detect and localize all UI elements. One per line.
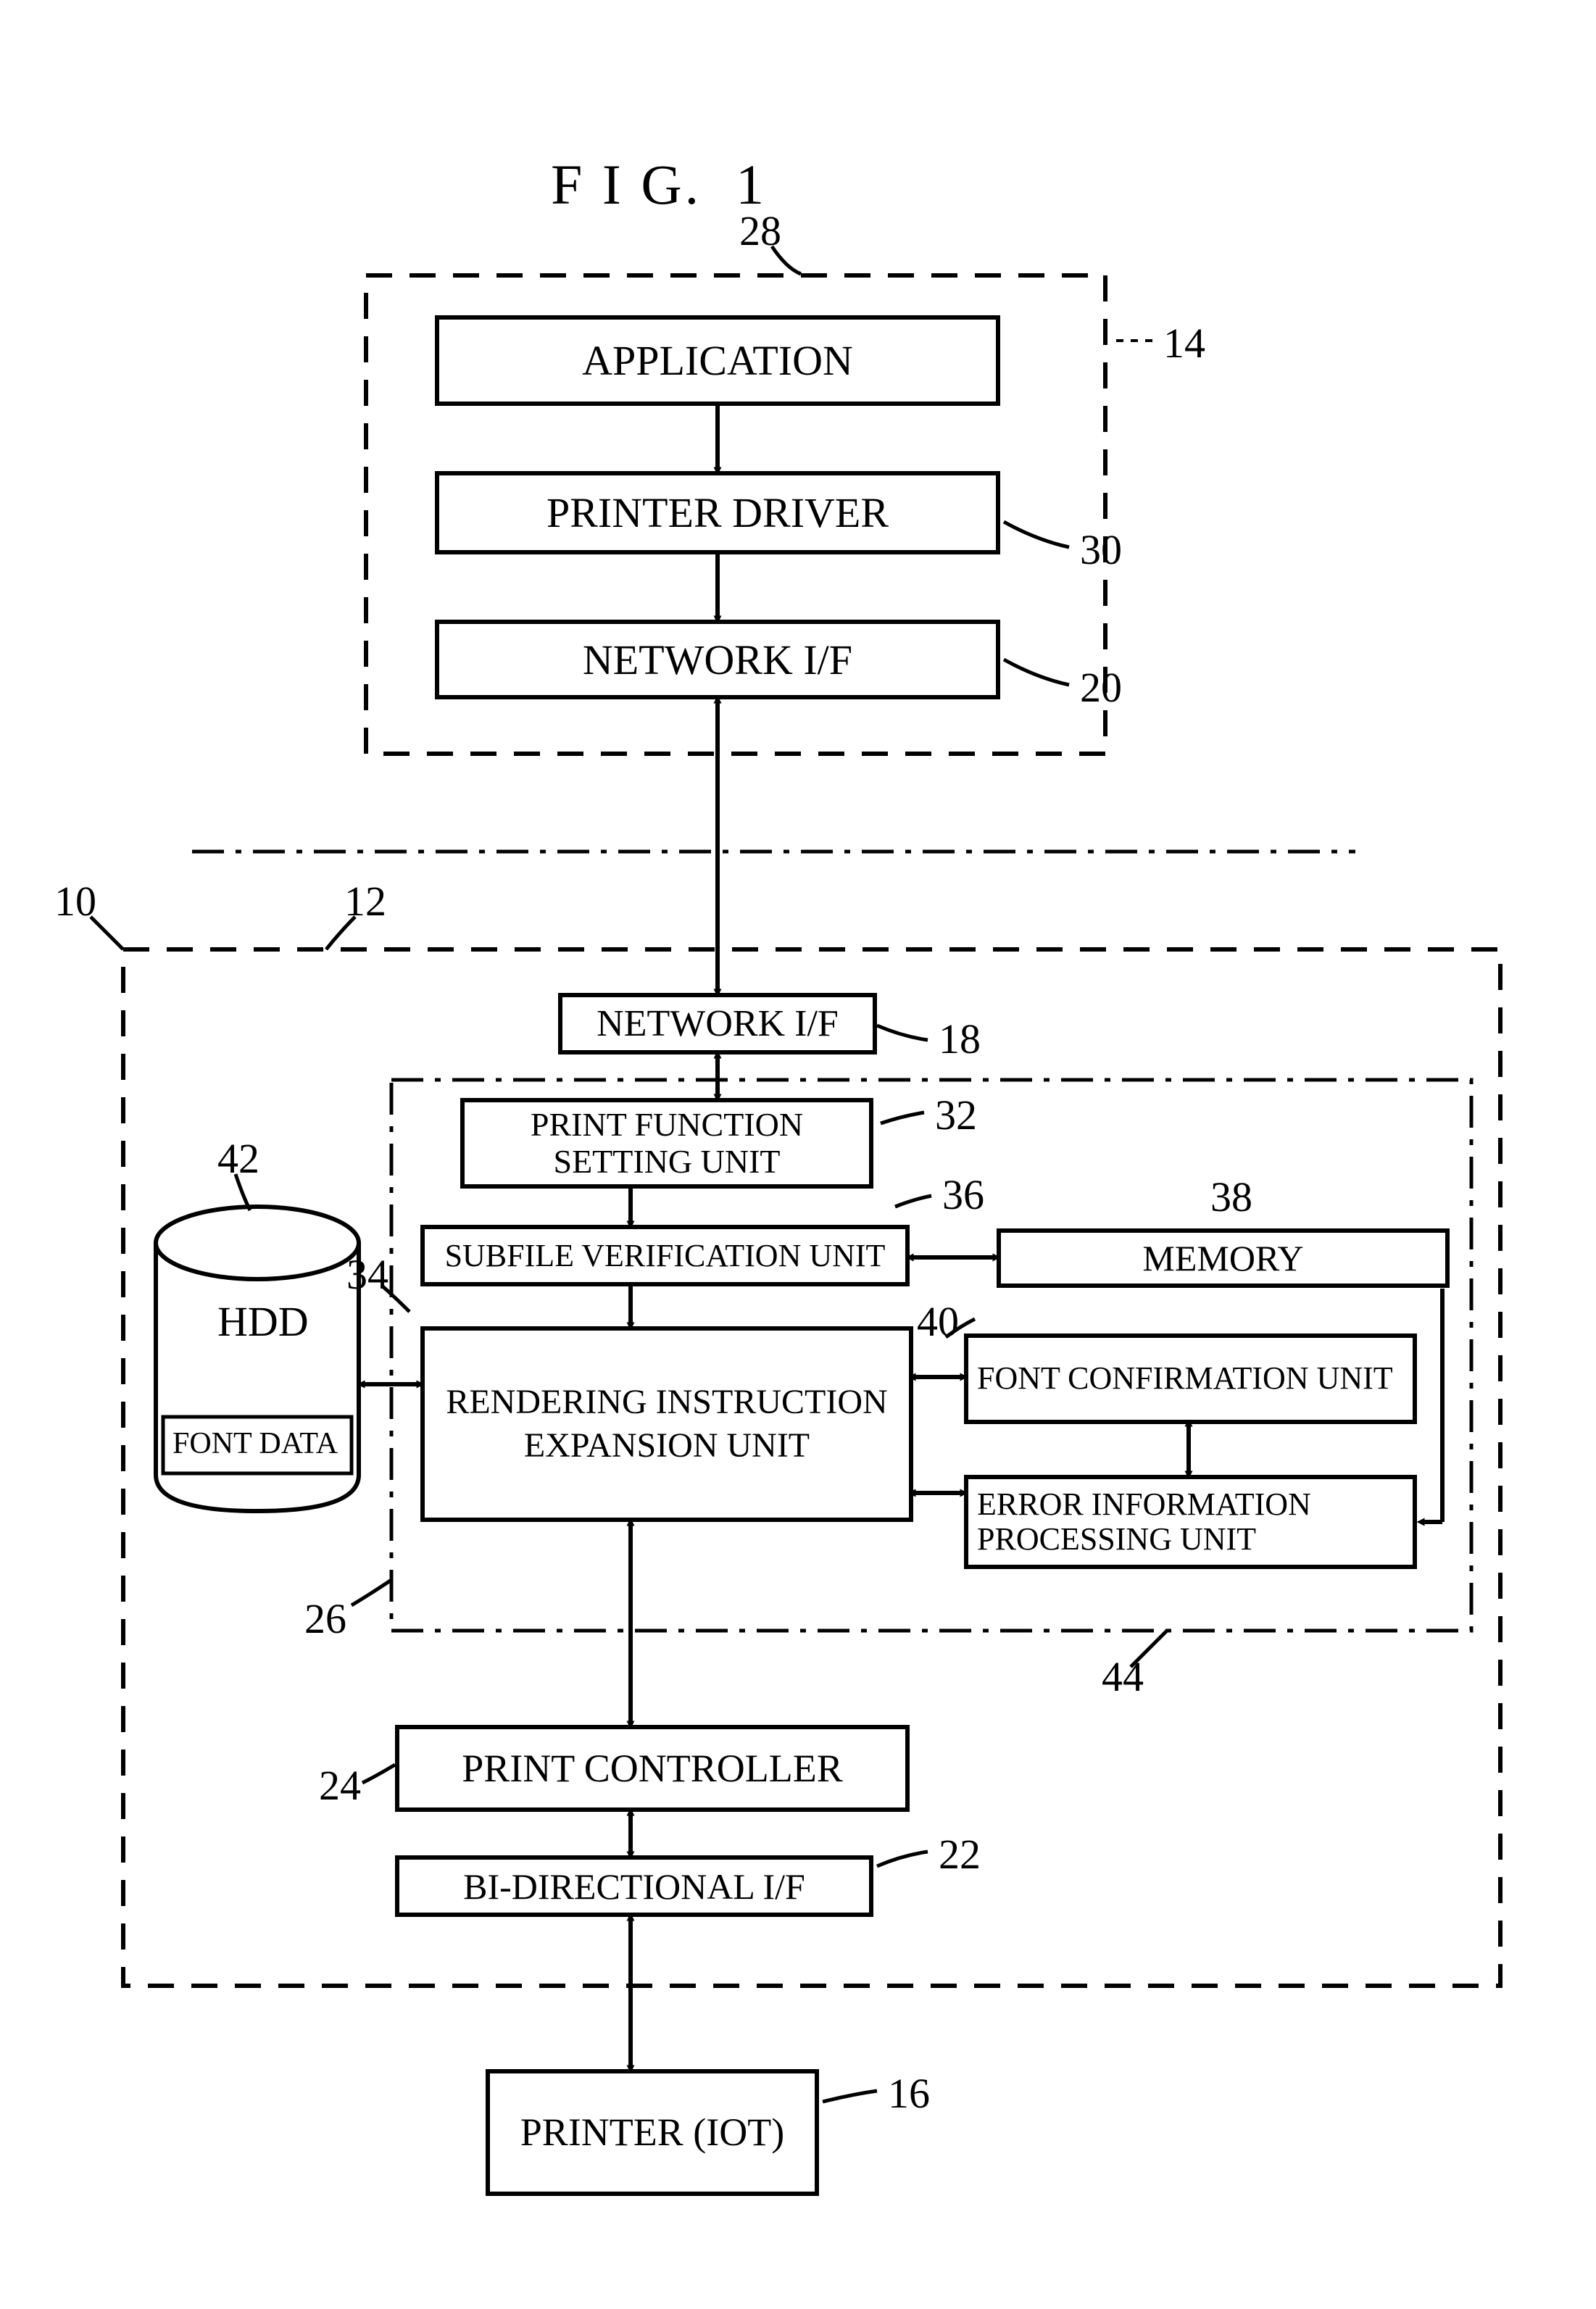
ref-14: 14	[1163, 319, 1205, 367]
memory-block: MEMORY	[997, 1228, 1450, 1288]
hdd-label: HDD	[217, 1297, 309, 1346]
application-label: APPLICATION	[582, 336, 853, 385]
print-controller-block: PRINT CONTROLLER	[395, 1725, 910, 1812]
ref-40: 40	[917, 1297, 959, 1346]
ref-38: 38	[1210, 1173, 1252, 1221]
ref-18: 18	[939, 1015, 981, 1063]
printer-driver-block: PRINTER DRIVER	[435, 471, 1000, 554]
ref-22: 22	[939, 1830, 981, 1879]
ref-36: 36	[942, 1170, 984, 1219]
ref-12: 12	[344, 877, 386, 925]
error-proc-block: ERROR INFORMATION PROCESSING UNIT	[964, 1475, 1417, 1569]
ref-42: 42	[217, 1134, 259, 1183]
ref-26: 26	[304, 1594, 346, 1643]
application-block: APPLICATION	[435, 315, 1000, 406]
bidir-block: BI-DIRECTIONAL I/F	[395, 1855, 873, 1917]
bidir-label: BI-DIRECTIONAL I/F	[463, 1865, 805, 1907]
subfile-label: SUBFILE VERIFICATION UNIT	[445, 1237, 886, 1274]
font-confirm-block: FONT CONFIRMATION UNIT	[964, 1334, 1417, 1424]
print-func-label: PRINT FUNCTION SETTING UNIT	[465, 1107, 869, 1180]
error-proc-label: ERROR INFORMATION PROCESSING UNIT	[977, 1487, 1413, 1557]
subfile-block: SUBFILE VERIFICATION UNIT	[420, 1225, 910, 1286]
printer-block: PRINTER (IOT)	[486, 2069, 819, 2196]
print-func-block: PRINT FUNCTION SETTING UNIT	[460, 1098, 873, 1189]
rendering-label: RENDERING INSTRUCTION EXPANSION UNIT	[425, 1381, 909, 1468]
font-confirm-label: FONT CONFIRMATION UNIT	[977, 1361, 1393, 1396]
print-controller-label: PRINT CONTROLLER	[462, 1746, 843, 1791]
ref-10: 10	[54, 877, 96, 925]
ref-24: 24	[319, 1761, 361, 1810]
ref-28: 28	[739, 207, 781, 255]
ref-44: 44	[1102, 1652, 1144, 1701]
memory-label: MEMORY	[1142, 1237, 1303, 1279]
network-if-bottom-block: NETWORK I/F	[558, 993, 877, 1054]
ref-32: 32	[935, 1091, 977, 1139]
network-if-bottom-label: NETWORK I/F	[597, 1002, 839, 1045]
printer-driver-label: PRINTER DRIVER	[546, 488, 889, 537]
font-data-label: FONT DATA	[173, 1426, 338, 1461]
ref-16: 16	[888, 2069, 930, 2118]
ref-30: 30	[1080, 525, 1122, 574]
rendering-block: RENDERING INSTRUCTION EXPANSION UNIT	[420, 1326, 913, 1522]
network-if-top-label: NETWORK I/F	[583, 636, 852, 684]
network-if-top-block: NETWORK I/F	[435, 620, 1000, 699]
ref-34: 34	[346, 1250, 388, 1299]
printer-label: PRINTER (IOT)	[520, 2109, 784, 2156]
ref-20: 20	[1080, 663, 1122, 712]
